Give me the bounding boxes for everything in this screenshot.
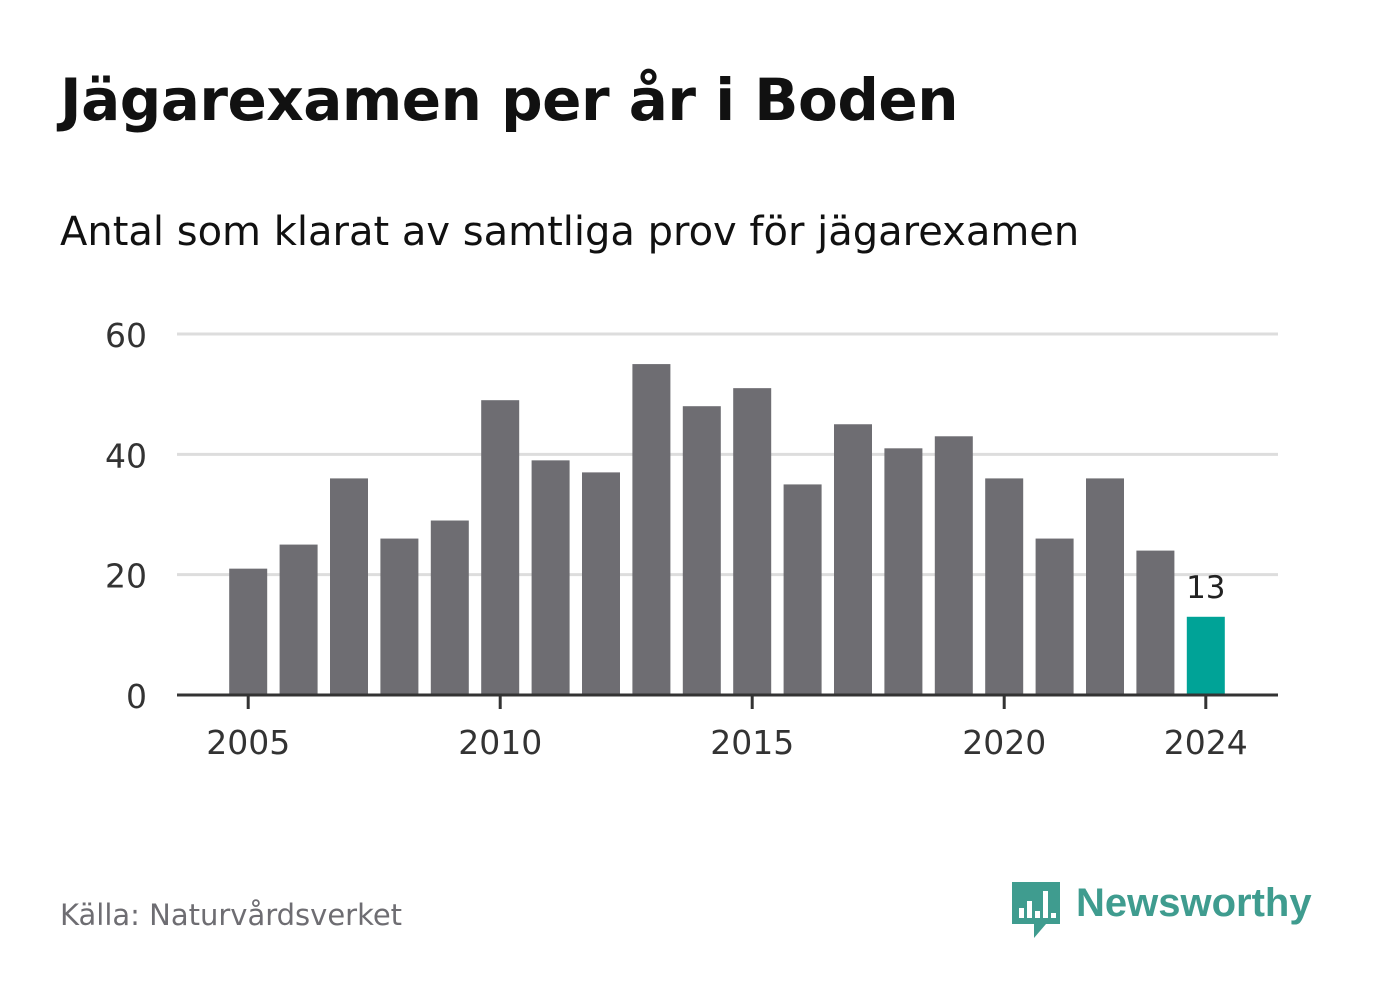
newsworthy-logo-icon — [1012, 882, 1060, 938]
bar-2008 — [380, 538, 419, 695]
bar-chart: 0 20 40 60 13 2005 2010 2015 2020 2024 — [105, 316, 1278, 762]
chart-subtitle: Antal som klarat av samtliga prov för jä… — [60, 209, 1080, 255]
brand-logo[interactable]: Newsworthy — [1010, 878, 1312, 940]
bar-2006 — [279, 544, 318, 695]
y-tick-label: 40 — [105, 436, 147, 475]
bar-2018 — [884, 448, 923, 695]
bar-2005 — [229, 568, 268, 695]
bar-2019 — [934, 436, 973, 695]
x-tick-label: 2010 — [458, 723, 542, 762]
brand-name: Newsworthy — [1076, 881, 1312, 925]
y-tick-label: 0 — [126, 677, 147, 716]
bar-2015 — [733, 388, 772, 695]
x-tick-label: 2024 — [1164, 723, 1248, 762]
source-note: Källa: Naturvårdsverket — [60, 898, 403, 932]
bar-2007 — [330, 478, 368, 695]
bar-2020 — [985, 478, 1024, 695]
bar-2013 — [632, 364, 671, 695]
x-tick-label: 2020 — [962, 723, 1046, 762]
data-label-highlight: 13 — [1186, 570, 1225, 606]
bar-2023 — [1136, 550, 1175, 695]
bar-2021 — [1035, 538, 1074, 695]
bar-2024 — [1186, 616, 1225, 695]
bar-2014 — [682, 406, 721, 695]
bar-2009 — [430, 520, 469, 695]
x-tick-label: 2015 — [710, 723, 794, 762]
x-tick-label: 2005 — [206, 723, 290, 762]
bar-2011 — [531, 460, 570, 695]
y-tick-label: 20 — [105, 557, 147, 596]
bar-2022 — [1086, 478, 1124, 695]
bar-2017 — [834, 424, 872, 695]
bar-2016 — [783, 484, 822, 695]
bar-2012 — [582, 472, 620, 695]
y-tick-label: 60 — [105, 316, 147, 355]
chart-title: Jägarexamen per år i Boden — [60, 66, 958, 134]
bar-2010 — [481, 400, 520, 695]
